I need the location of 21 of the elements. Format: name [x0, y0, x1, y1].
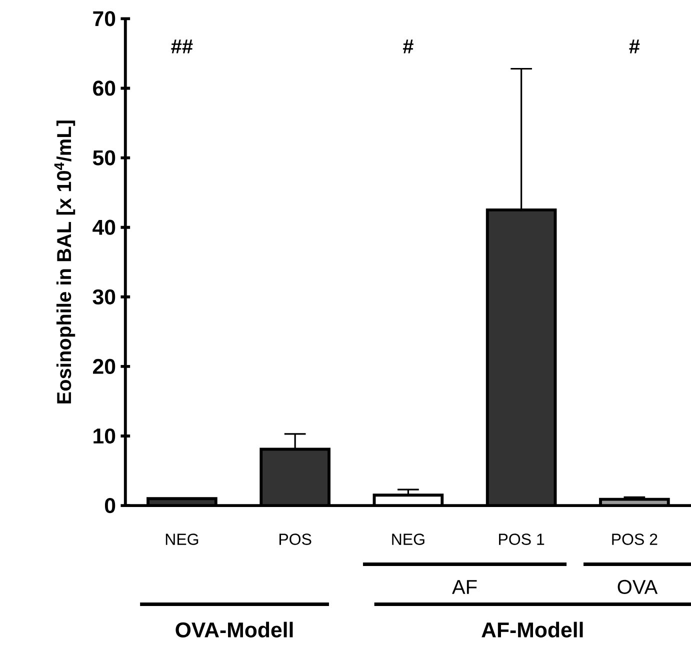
y-tick-label: 40 — [92, 220, 116, 235]
annotation: # — [402, 40, 414, 54]
text: OVA-Modell — [176, 622, 293, 638]
x-tick-label: NEG — [166, 533, 198, 545]
y-tick-label: 10 — [94, 428, 116, 444]
y-tick-label: 70 — [93, 10, 116, 26]
text: AF-Modell — [482, 622, 583, 638]
annotation: ## — [171, 40, 193, 54]
annotation: # — [629, 40, 640, 54]
x-tick-label: NEG — [392, 533, 424, 545]
x-tick-label: POS — [279, 533, 312, 545]
y-tick-label: 0 — [104, 498, 116, 513]
text: OVA — [618, 580, 658, 594]
y-tick-label: 20 — [93, 358, 116, 374]
y-tick-label: 30 — [92, 289, 116, 304]
x-tick-label: POS 2 — [612, 533, 658, 545]
y-axis-title: Eosinophile in BAL [x 10$^{4}$/mL] — [54, 120, 76, 404]
text: AF — [452, 580, 477, 594]
x-tick-label: POS 1 — [499, 533, 544, 545]
y-tick-label: 60 — [93, 80, 116, 96]
y-tick-label: 50 — [92, 150, 116, 166]
